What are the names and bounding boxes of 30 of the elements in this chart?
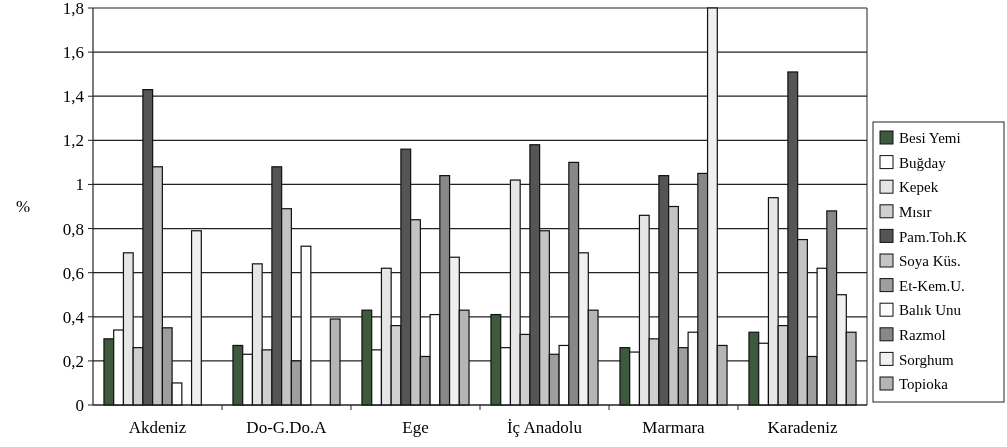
legend-label: Mısır [899,204,932,221]
bar [190,230,202,406]
legend-label: Topioka [899,376,949,393]
legend-label: Razmol [899,327,946,344]
legend-label: Buğday [899,154,947,171]
x-tick-label: Do-G.Do.A [246,418,328,437]
y-tick-label: 1,8 [62,0,84,18]
bar [329,318,341,406]
y-tick-label: 0,2 [62,351,84,371]
y-tick-label: 0,4 [62,307,85,327]
y-tick-label: 0 [75,395,84,415]
legend-label: Besi Yemi [899,130,961,147]
y-tick-label: 1 [75,175,84,195]
y-tick-label: 1,6 [62,43,84,63]
legend-label: Kepek [899,179,939,196]
x-tick-label: Marmara [642,418,706,437]
y-tick-label: 1,2 [62,131,84,151]
x-tick-label: Karadeniz [767,418,838,437]
x-tick-label: İç Anadolu [506,418,583,437]
x-tick-label: Ege [402,418,429,437]
legend-label: Balık Unu [899,302,962,319]
legend-label: Sorghum [899,351,955,368]
legend-label: Soya Küs. [899,253,961,270]
x-tick-label: Akdeniz [128,418,187,437]
legend-label: Et-Kem.U. [899,277,965,294]
legend-label: Pam.Toh.K [899,228,968,245]
y-axis-title: % [15,197,31,217]
y-tick-label: 0,8 [62,219,84,239]
y-tick-label: 1,4 [62,87,85,107]
y-tick-label: 0,6 [62,263,84,283]
